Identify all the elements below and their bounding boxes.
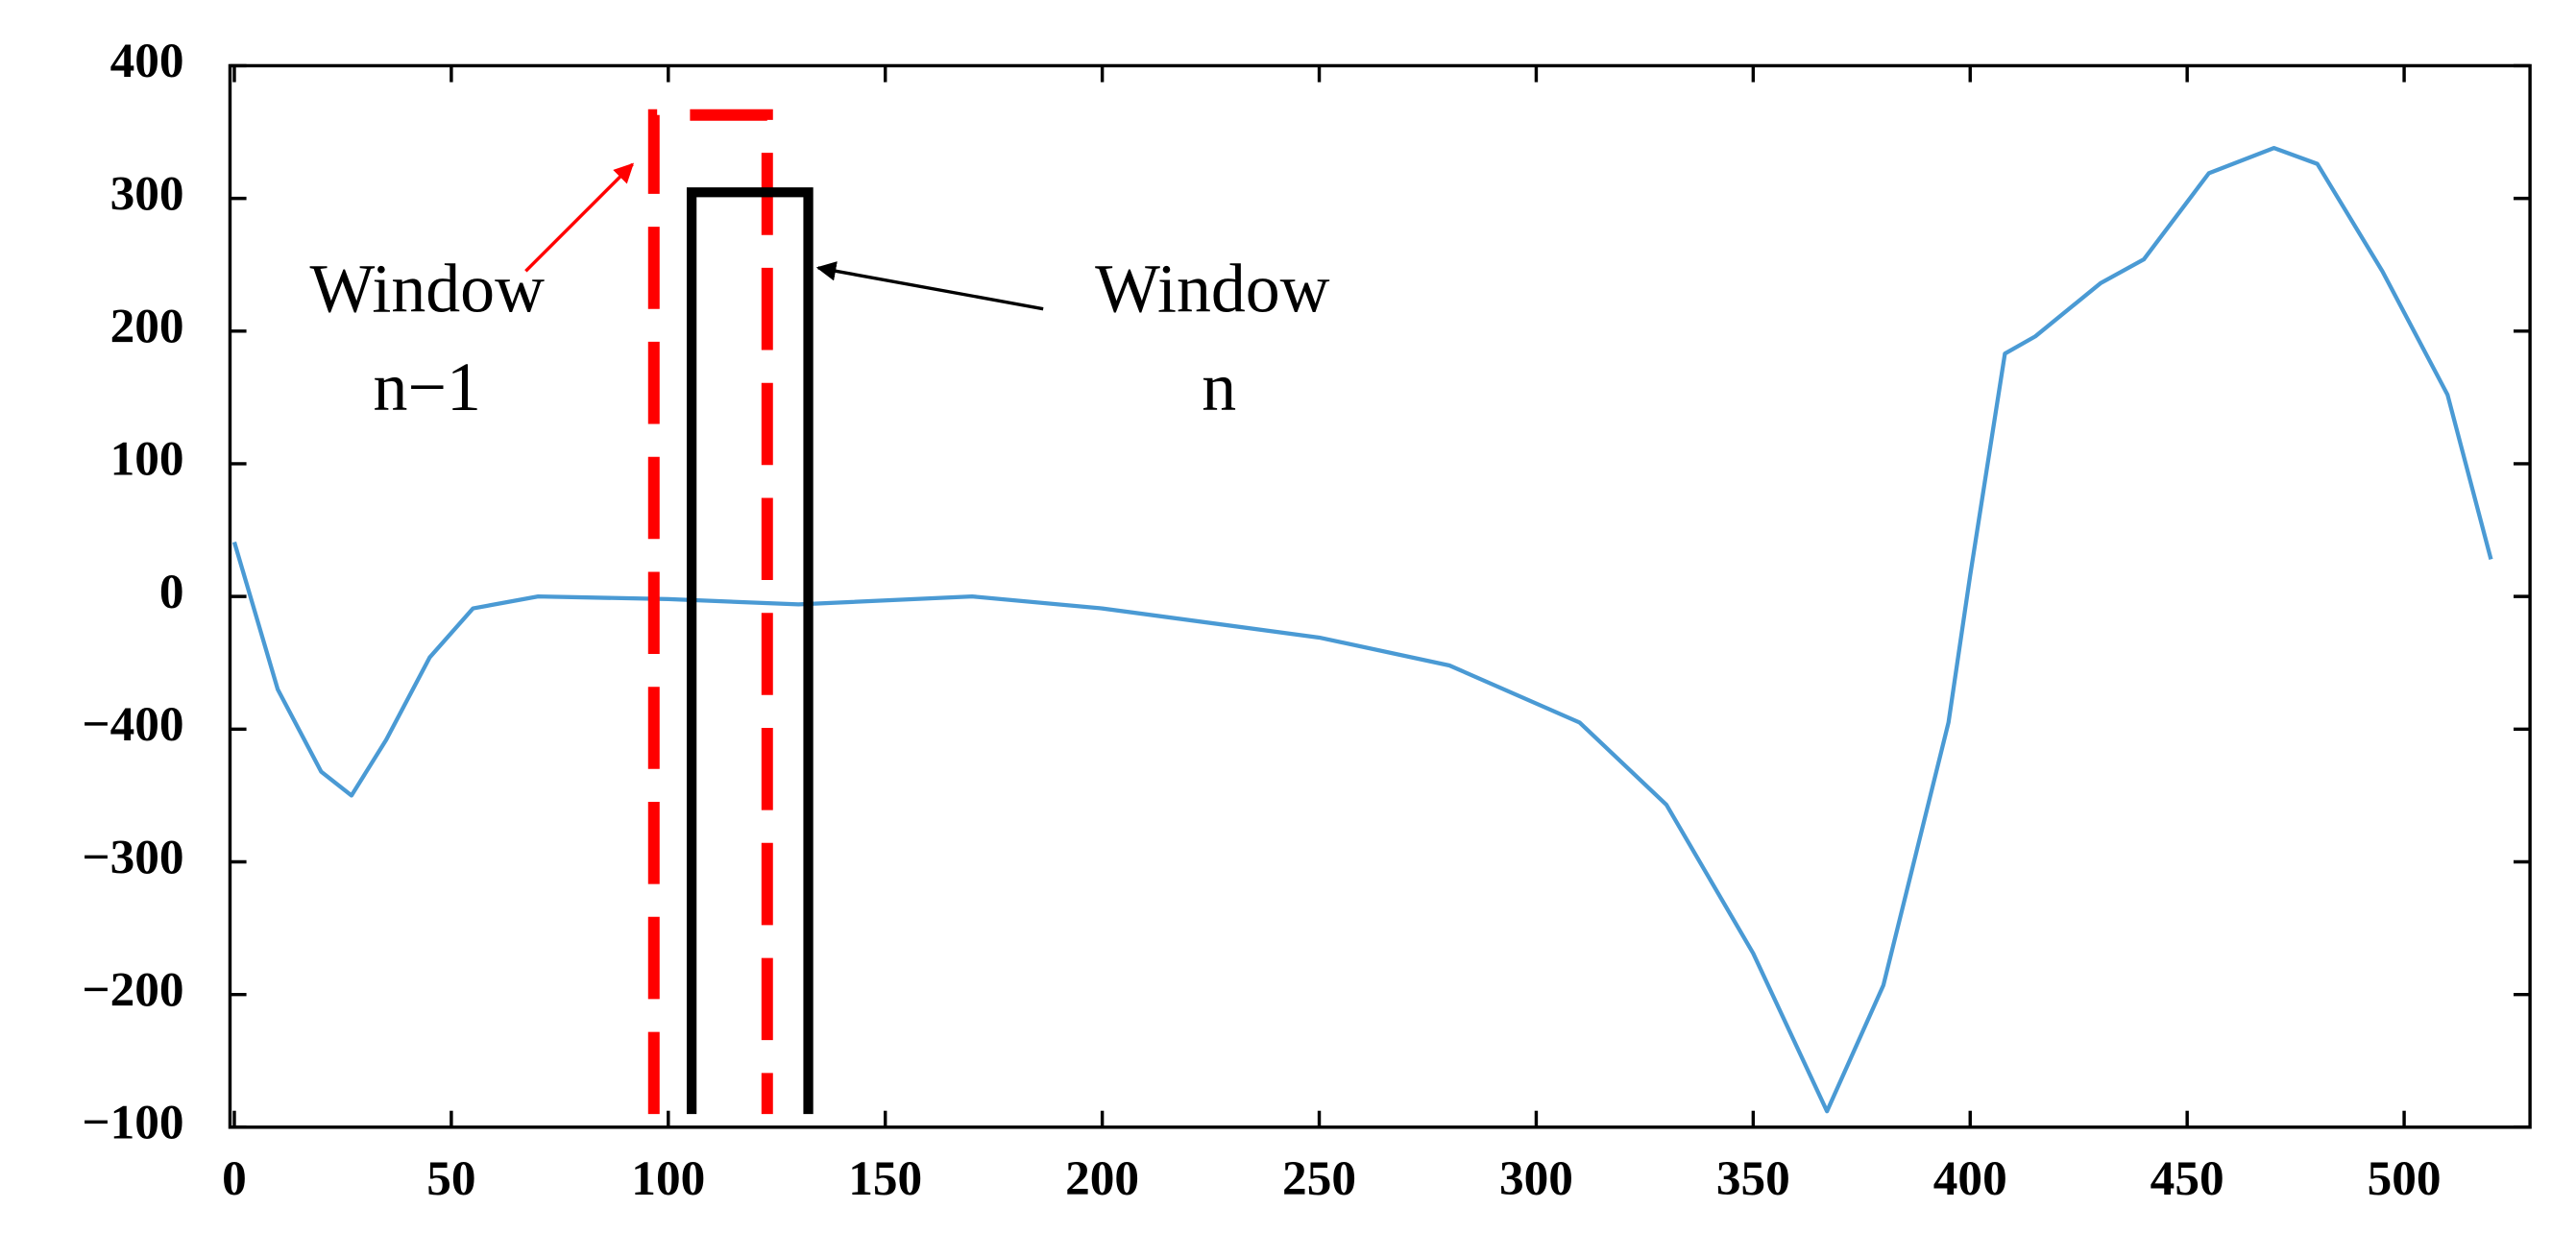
x-tick-label: 300 [1499,1151,1573,1206]
window-prev [647,109,773,1115]
annotation: n−1 [374,349,481,425]
y-tick-label: −200 [82,962,183,1017]
x-tick-label: 0 [222,1151,247,1206]
annotation: Window [1095,250,1330,326]
arrow-prev [524,162,634,273]
x-tick-label: 450 [2151,1151,2224,1206]
arrow-current [815,261,1044,311]
x-tick-label: 500 [2368,1151,2442,1206]
x-tick-label: 250 [1282,1151,1356,1206]
window-current [686,187,814,1115]
y-tick-label: 200 [110,300,184,354]
x-tick-label: 200 [1065,1151,1139,1206]
y-tick-label: −100 [82,1096,183,1150]
y-tick-label: 300 [110,166,184,221]
annotation: Window [309,250,545,326]
x-tick-label: 150 [848,1151,922,1206]
annotation: n [1202,349,1236,425]
y-tick-label: −300 [82,830,183,884]
x-tick-label: 350 [1716,1151,1790,1206]
y-tick-label: 0 [159,565,184,619]
line-series [231,145,2493,1114]
x-tick-label: 100 [631,1151,705,1206]
y-tick-label: 400 [110,34,184,88]
x-tick-label: 400 [1933,1151,2007,1206]
x-tick-label: 50 [426,1151,475,1206]
y-tick-label: −400 [82,697,183,752]
y-tick-label: 100 [110,432,184,487]
